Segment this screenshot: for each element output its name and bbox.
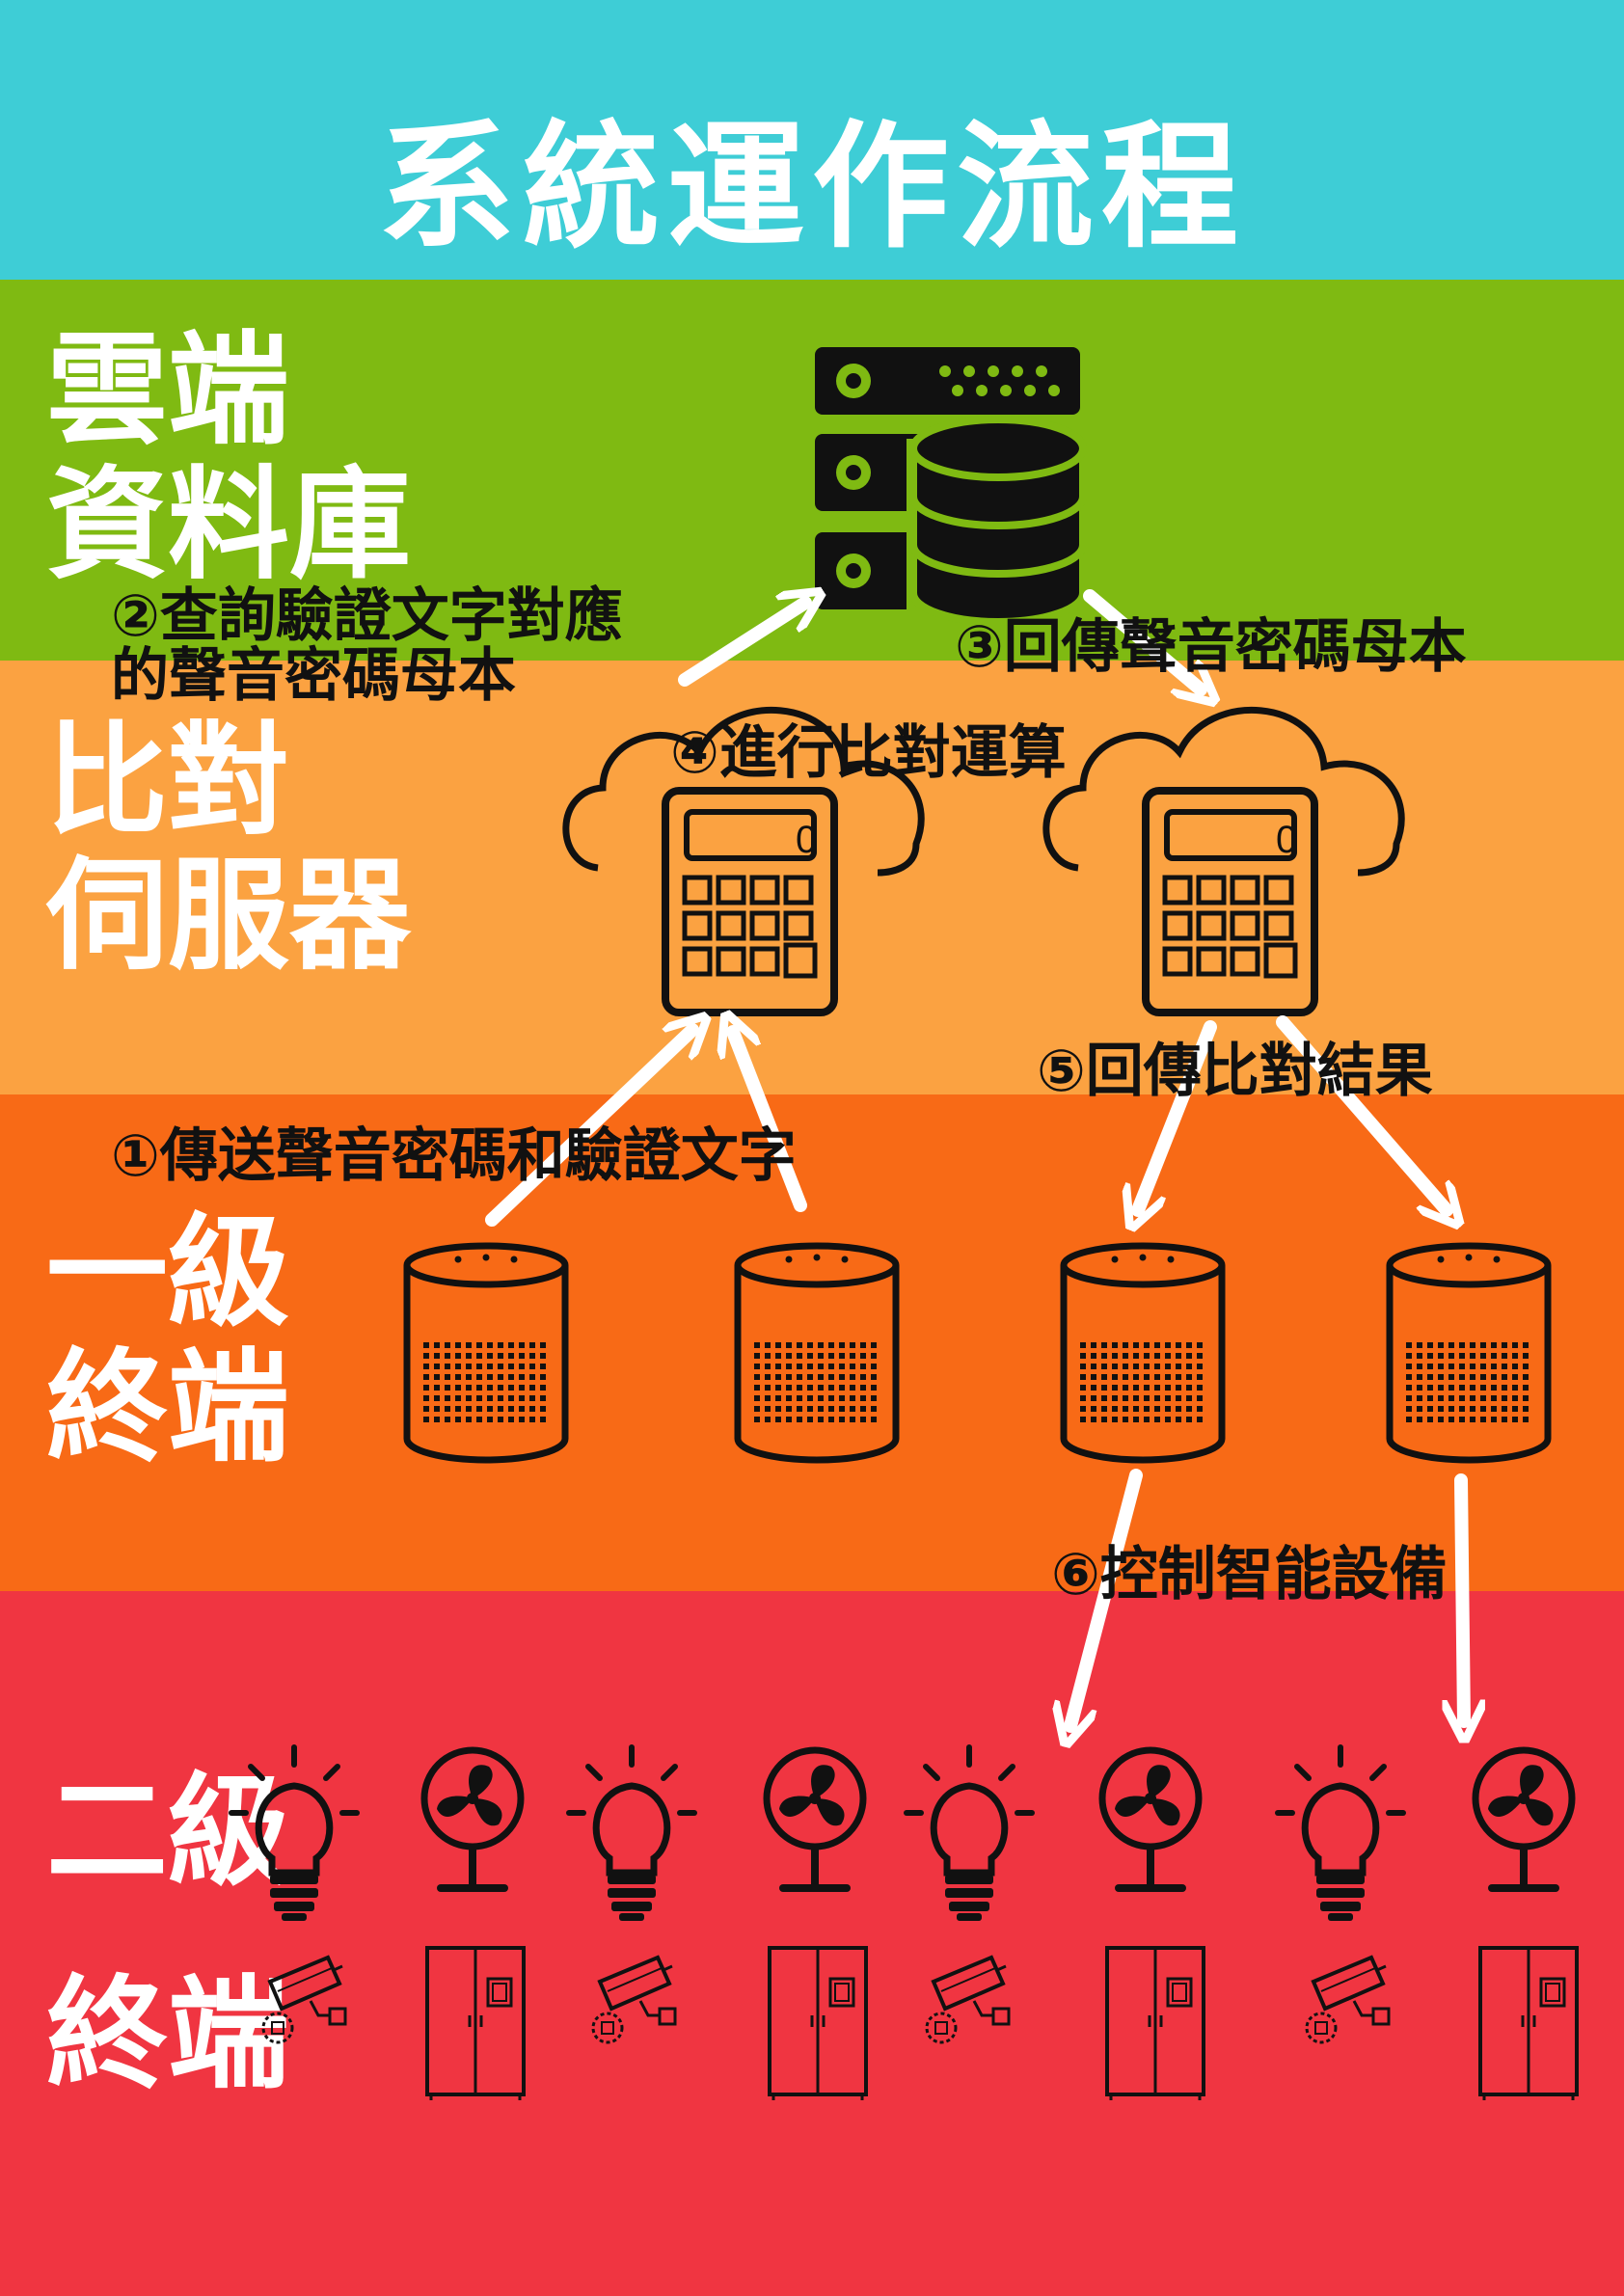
title-band <box>0 0 1624 280</box>
cloud-database-label-line1: 雲端 <box>46 319 289 461</box>
refrigerator-icon <box>1105 1946 1205 2102</box>
arrow-speaker-to-server-2 <box>733 1032 807 1212</box>
level2-terminal-label-line1: 二級 <box>46 1761 289 1903</box>
database-server-icon <box>815 347 1090 622</box>
step2-line2: 的聲音密碼母本 <box>111 642 516 710</box>
calculator-display: 0 <box>1276 819 1297 861</box>
arrow-speaker-to-server <box>485 1030 692 1227</box>
arrow-database-to-server <box>1083 589 1201 689</box>
calculator-display: 0 <box>796 819 817 861</box>
cloud-database-label: 雲端 資料庫 <box>46 323 411 593</box>
step2-label: ②查詢驗證文字對應 的聲音密碼母本 <box>111 586 623 706</box>
smart-speaker-icon <box>1064 1246 1222 1460</box>
level1-terminal-label: 一級 終端 <box>46 1205 289 1475</box>
comparison-server-label-line2: 伺服器 <box>46 845 411 986</box>
arrow-result-to-speaker-2 <box>1276 1015 1447 1210</box>
comparison-server-label-line1: 比對 <box>46 710 289 851</box>
step1-label: ①傳送聲音密碼和驗證文字 <box>111 1122 797 1190</box>
cloud-calculator-icon <box>1046 710 1401 1013</box>
refrigerator-icon <box>768 1946 868 2102</box>
security-camera-icon <box>925 1956 1011 2044</box>
level2-terminal-label: 二級 終端 <box>46 1731 289 2136</box>
smart-speaker-icon <box>1390 1246 1548 1460</box>
light-bulb-icon <box>569 1747 694 1921</box>
fan-icon <box>767 1750 863 1888</box>
level1-terminal-label-line2: 終端 <box>46 1337 289 1478</box>
refrigerator-icon <box>425 1946 526 2102</box>
arrow-control-device-2 <box>1461 1473 1464 1721</box>
security-camera-icon <box>1305 1956 1391 2044</box>
refrigerator-icon <box>1478 1946 1579 2102</box>
step2-line1: ②查詢驗證文字對應 <box>111 582 623 650</box>
arrow-query-to-database <box>678 603 805 687</box>
smart-speaker-icon <box>738 1246 896 1460</box>
fan-icon <box>1475 1750 1572 1888</box>
level1-terminal-label-line1: 一級 <box>46 1202 289 1343</box>
arrow-control-device <box>1070 1469 1143 1726</box>
arrow-result-to-speaker <box>1138 1020 1217 1210</box>
level2-terminal-label-line2: 終端 <box>46 1963 289 2105</box>
smart-speaker-icon <box>407 1246 565 1460</box>
fan-icon <box>1102 1750 1199 1888</box>
light-bulb-icon <box>231 1747 357 1921</box>
step4-label: ④進行比對運算 <box>670 719 1067 787</box>
cloud-database-label-line2: 資料庫 <box>46 454 411 596</box>
fan-icon <box>424 1750 521 1888</box>
step3-label: ③回傳聲音密碼母本 <box>955 613 1467 681</box>
security-camera-icon <box>591 1956 677 2044</box>
page-title: 系統運作流程 <box>378 108 1246 267</box>
comparison-server-label: 比對 伺服器 <box>46 714 411 984</box>
light-bulb-icon <box>907 1747 1032 1921</box>
step6-label: ⑥控制智能設備 <box>1051 1541 1448 1608</box>
level2-terminal-band <box>0 1591 1624 2296</box>
light-bulb-icon <box>1278 1747 1403 1921</box>
step5-label: ⑤回傳比對結果 <box>1037 1038 1433 1105</box>
security-camera-icon <box>261 1956 347 2044</box>
